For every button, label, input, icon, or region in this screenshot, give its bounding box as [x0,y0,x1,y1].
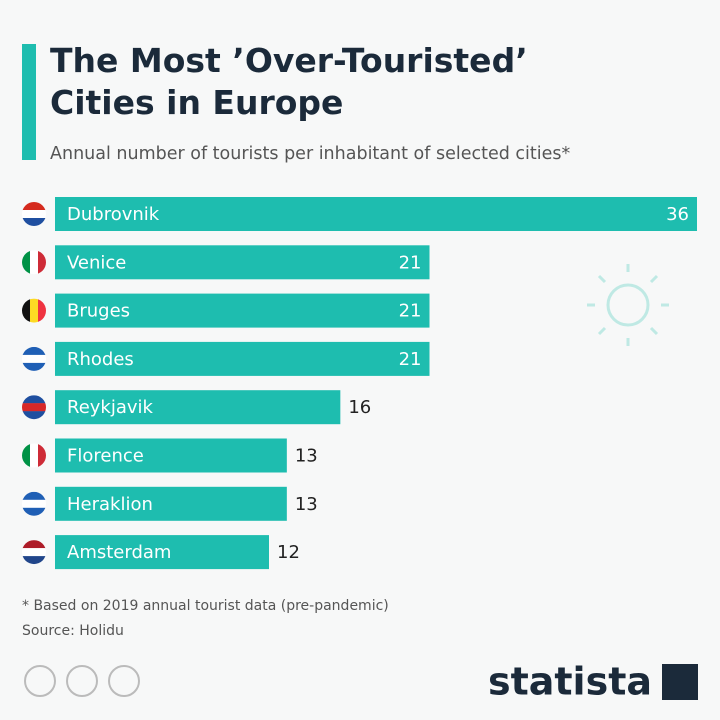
bar [55,438,287,473]
flag [22,202,46,226]
footnote: * Based on 2019 annual tourist data (pre… [22,598,389,614]
value-label: 21 [399,349,422,370]
decoration-sun [587,264,669,346]
flag [22,443,46,468]
flag [22,540,46,565]
source: Source: Holidu [22,623,124,639]
category-label: Florence [67,446,144,467]
flag [22,395,46,420]
category-label: Bruges [67,301,130,322]
bar [55,341,430,376]
bar [55,197,697,231]
category-label: Dubrovnik [67,204,160,225]
flag [22,250,46,275]
value-label: 21 [399,301,422,322]
value-label: 13 [295,446,318,467]
bar [55,245,430,280]
chart-subtitle: Annual number of tourists per inhabitant… [50,144,570,164]
bar [55,390,341,425]
category-label: Reykjavik [67,397,154,418]
bar [55,535,269,570]
value-label: 13 [295,494,318,515]
logo: statista [488,660,652,704]
category-label: Amsterdam [67,542,171,563]
license-icons [24,665,140,697]
logo-mark [662,664,698,700]
title-accent [22,44,36,160]
bar [55,486,287,521]
value-label: 16 [348,397,371,418]
category-label: Venice [67,252,126,273]
chart-title: The Most ’Over-Touristed’ Cities in Europ… [50,41,528,122]
flag [22,346,46,371]
value-label: 21 [399,252,422,273]
flag [22,491,46,516]
category-label: Rhodes [67,349,134,370]
flag [22,298,46,323]
value-label: 36 [666,204,689,225]
category-label: Heraklion [67,494,153,515]
bar [55,293,430,328]
value-label: 12 [277,542,300,563]
